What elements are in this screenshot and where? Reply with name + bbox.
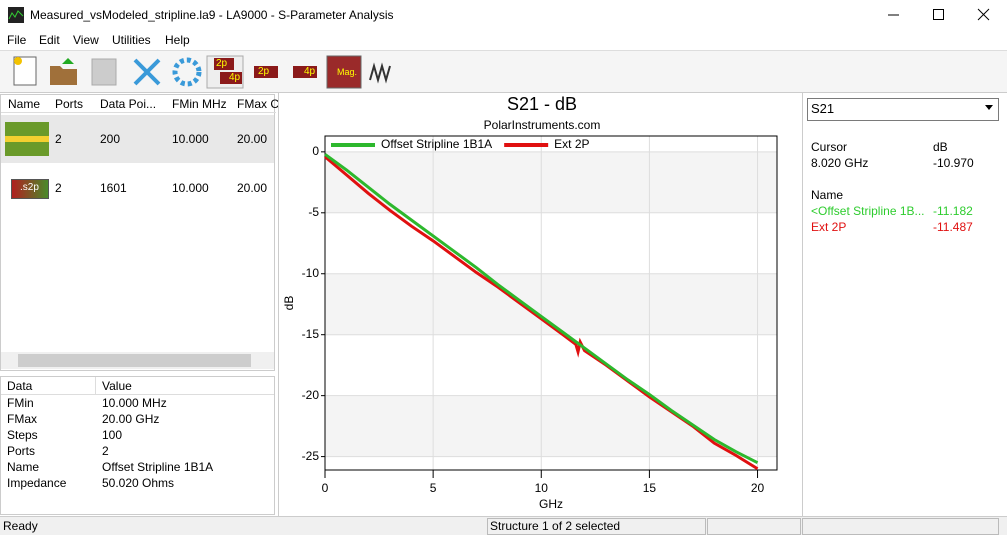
legend-label: Offset Stripline 1B1A [381, 137, 492, 151]
status-panel [802, 518, 999, 535]
y-axis-label: dB [282, 296, 296, 311]
icon-label: .s2p [20, 182, 39, 193]
x-tick-label: 0 [322, 481, 329, 495]
x-tick-label: 5 [430, 481, 437, 495]
y-tick-label: -5 [308, 205, 319, 219]
scroll-thumb[interactable] [18, 354, 251, 367]
column-header: Value [102, 379, 132, 393]
selector-value: S21 [811, 101, 835, 116]
entry-value: -11.182 [933, 204, 973, 218]
plot-frame [324, 135, 778, 471]
cell: 10.000 [172, 132, 209, 146]
column-header[interactable]: Name [8, 97, 41, 111]
x-tick-label: 15 [643, 481, 657, 495]
chart-subtitle: PolarInstruments.com [484, 118, 601, 132]
grid-band [325, 151, 777, 213]
menu-bar: File Edit View Utilities Help [0, 31, 1007, 49]
status-text: Ready [3, 519, 38, 533]
toolbar [0, 50, 1007, 93]
property-value: 50.020 Ohms [102, 476, 175, 490]
toolbar-label: 2p [258, 66, 270, 77]
status-panel [707, 518, 801, 535]
column-header[interactable]: Data Poi... [100, 97, 157, 111]
title-bar [0, 0, 1007, 30]
property-name: Ports [7, 444, 36, 458]
property-name: Steps [7, 428, 38, 442]
cell: 1601 [100, 181, 127, 195]
column-header[interactable]: Ports [55, 97, 84, 111]
label: Name [811, 188, 844, 202]
app-icon [8, 7, 24, 23]
x-axis-label: GHz [539, 497, 563, 511]
property-value: 20.00 GHz [102, 412, 160, 426]
toolbar-label: Mag. [337, 67, 358, 77]
menu-item[interactable]: Help [165, 33, 190, 47]
property-value: 100 [102, 428, 123, 442]
menu-item[interactable]: View [73, 33, 99, 47]
entry-value: -11.487 [933, 220, 973, 234]
x-tick-label: 20 [751, 481, 765, 495]
structure-list: Name Ports Data Poi... FMin MHz FMax C 2… [0, 94, 279, 371]
window-title: Measured_vsModeled_stripline.la9 - LA900… [30, 8, 394, 22]
divider [95, 377, 96, 394]
y-tick-label: -15 [302, 327, 320, 341]
cell: 200 [100, 132, 121, 146]
cursor-value: -10.970 [933, 156, 974, 170]
property-value: 2 [102, 444, 109, 458]
property-name: Name [7, 460, 40, 474]
cell: 20.00 [237, 132, 268, 146]
toolbar-label: 4p [304, 66, 316, 77]
x-tick-label: 10 [535, 481, 549, 495]
cursor-frequency: 8.020 GHz [811, 156, 869, 170]
property-name: FMax [7, 412, 37, 426]
grid-band [325, 395, 777, 457]
property-name: FMin [7, 396, 34, 410]
column-header[interactable]: FMax C [237, 97, 279, 111]
property-grid: Data Value FMin 10.000 MHz FMax 20.00 GHz St… [0, 376, 275, 515]
cell: 2 [55, 181, 62, 195]
toolbar-label: 4p [229, 72, 241, 83]
legend-swatch [331, 143, 375, 147]
y-tick-label: -20 [302, 388, 320, 402]
row-icon [5, 122, 49, 156]
list-header [1, 95, 276, 113]
status-text: Structure 1 of 2 selected [490, 519, 621, 533]
chart: S21 - dB PolarInstruments.com 0 -5 -10 -15 -20… [282, 94, 778, 511]
chart-pane [278, 92, 803, 516]
cell: 2 [55, 132, 62, 146]
y-tick-label: -25 [302, 449, 320, 463]
y-tick-label: -10 [302, 266, 320, 280]
legend-label: Ext 2P [554, 137, 589, 151]
window-controls[interactable] [880, 6, 1000, 24]
status-bar [0, 516, 1007, 535]
legend-swatch [504, 143, 549, 147]
entry-name: <Offset Stripline 1B... [811, 204, 925, 218]
row-icon [11, 179, 49, 199]
toolbar-icons[interactable] [10, 54, 410, 90]
property-value: 10.000 MHz [102, 396, 167, 410]
menu-item[interactable]: Utilities [112, 33, 151, 47]
toolbar-label: 2p [216, 58, 228, 69]
label: dB [933, 140, 948, 154]
menu-item[interactable]: File [7, 33, 27, 47]
cell: 20.00 [237, 181, 268, 195]
column-header[interactable]: FMin MHz [172, 97, 227, 111]
trace-selector[interactable] [807, 98, 999, 121]
chart-title: S21 - dB [507, 94, 577, 114]
dropdown-arrow[interactable] [984, 104, 994, 112]
property-name: Impedance [7, 476, 67, 490]
y-tick-label: 0 [312, 144, 319, 158]
label: Cursor [811, 140, 848, 154]
cell: 10.000 [172, 181, 209, 195]
series-line [324, 153, 759, 465]
column-header: Data [7, 379, 33, 393]
property-value: Offset Stripline 1B1A [102, 460, 214, 474]
entry-name: Ext 2P [811, 220, 847, 234]
menu-item[interactable]: Edit [39, 33, 60, 47]
divider [1, 394, 274, 395]
